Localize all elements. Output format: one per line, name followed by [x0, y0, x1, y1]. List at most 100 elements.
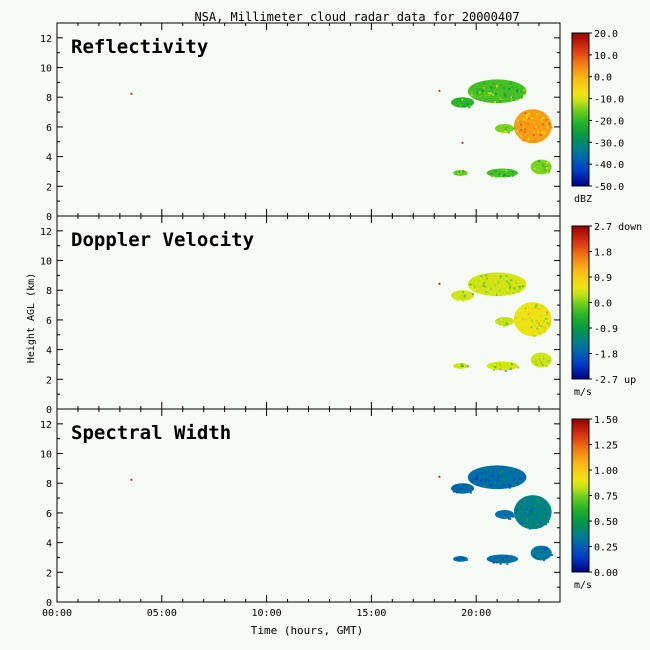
echo-speck	[532, 330, 535, 333]
echo-speck	[525, 114, 528, 117]
echo-speck	[495, 276, 498, 279]
echo-speck	[475, 475, 478, 478]
echo-speck	[484, 485, 486, 488]
echo-speck	[512, 366, 514, 369]
echo-speck	[538, 331, 541, 334]
echo-speck	[539, 133, 542, 136]
echo-region	[513, 302, 552, 337]
echo-speck	[502, 481, 505, 483]
echo-speck	[503, 484, 506, 487]
y-tick-label: 4	[46, 539, 52, 550]
echo-speck	[490, 469, 493, 472]
echo-speck	[463, 291, 466, 294]
echo-speck	[532, 306, 535, 309]
echo-speck	[503, 80, 506, 83]
echo-speck	[468, 487, 471, 490]
echo-speck	[500, 98, 503, 101]
echo-speck	[543, 307, 546, 309]
echo-speck	[455, 173, 458, 176]
echo-speck	[468, 106, 471, 109]
echo-speck	[505, 283, 507, 286]
echo-speck	[501, 283, 504, 286]
echo-speck	[494, 281, 496, 284]
data-speck	[438, 89, 441, 92]
echo-speck	[537, 324, 540, 327]
echo-speck	[532, 126, 535, 129]
echo-speck	[538, 517, 541, 520]
echo-speck	[473, 482, 476, 485]
echo-speck	[543, 320, 546, 323]
colorbar-tick-label: -50.0	[594, 182, 624, 193]
echo-speck	[525, 123, 528, 125]
echo-speck	[511, 471, 514, 474]
x-tick-label: 20:00	[461, 608, 491, 619]
echo-speck	[491, 292, 494, 295]
colorbar-tick-label: 0.0	[594, 299, 612, 310]
echo-speck	[533, 509, 535, 512]
data-speck	[461, 141, 464, 144]
echo-speck	[524, 318, 527, 321]
echo-speck	[484, 468, 487, 471]
echo-speck	[523, 121, 526, 124]
echo-speck	[461, 105, 464, 108]
echo-speck	[497, 282, 500, 285]
echo-speck	[535, 303, 538, 306]
echo-speck	[514, 469, 517, 472]
echo-speck	[518, 120, 521, 123]
echo-speck	[473, 289, 476, 292]
echo-speck	[471, 476, 474, 479]
echo-speck	[533, 334, 536, 337]
echo-speck	[526, 113, 529, 116]
echo-speck	[499, 97, 501, 100]
echo-speck	[461, 491, 464, 494]
colorbar-tick-label: 20.0	[594, 29, 618, 40]
echo-speck	[548, 127, 551, 130]
echo-speck	[542, 331, 545, 334]
echo-speck	[522, 320, 524, 323]
echo-speck	[522, 472, 525, 475]
echo-speck	[496, 558, 499, 561]
echo-speck	[494, 284, 497, 287]
echo-speck	[460, 296, 463, 299]
echo-speck	[485, 478, 488, 481]
echo-speck	[461, 364, 464, 367]
echo-speck	[472, 284, 475, 286]
echo-speck	[536, 363, 539, 366]
echo-speck	[488, 94, 490, 97]
echo-speck	[526, 524, 529, 527]
echo-speck	[546, 313, 549, 316]
echo-speck	[511, 174, 514, 177]
echo-region	[451, 290, 475, 301]
echo-speck	[532, 129, 535, 132]
echo-speck	[539, 131, 542, 134]
echo-speck	[508, 130, 510, 133]
echo-speck	[512, 96, 514, 99]
echo-speck	[514, 279, 517, 282]
echo-speck	[520, 280, 523, 283]
echo-speck	[522, 318, 524, 321]
echo-speck	[547, 515, 549, 518]
echo-speck	[530, 521, 532, 523]
echo-speck	[478, 480, 481, 483]
echo-speck	[521, 330, 524, 333]
echo-speck	[544, 330, 547, 333]
echo-speck	[508, 87, 511, 90]
echo-speck	[537, 502, 540, 505]
echo-speck	[521, 501, 524, 504]
y-tick-label: 6	[46, 123, 52, 134]
echo-speck	[540, 324, 543, 327]
y-axis-label: Height AGL (km)	[26, 273, 37, 363]
panel-3: Spectral Width 0 2 4 6 8 10 12 00:00 05:00 10:00 15…	[40, 408, 618, 619]
echo-speck	[506, 322, 509, 325]
echo-speck	[513, 478, 516, 481]
y-tick-label: 8	[46, 286, 52, 297]
echo-speck	[545, 551, 548, 554]
echo-speck	[452, 294, 455, 296]
echo-speck	[531, 331, 534, 334]
echo-speck	[532, 501, 534, 504]
echo-speck	[539, 333, 542, 335]
echo-speck	[484, 285, 487, 288]
echo-speck	[540, 363, 543, 366]
echo-speck	[527, 313, 530, 315]
echo-speck	[534, 127, 537, 130]
